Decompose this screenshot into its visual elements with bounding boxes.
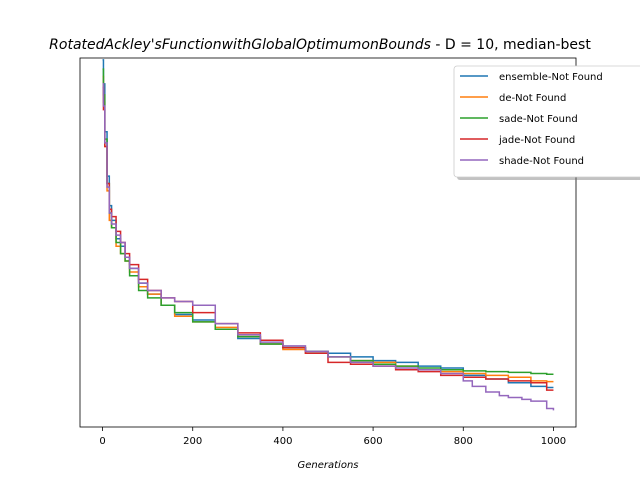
svg-text:RotatedAckley'sFunctionwithGlo: RotatedAckley'sFunctionwithGlobalOptimum… <box>49 37 591 53</box>
legend-label-4: shade-Not Found <box>499 156 584 167</box>
series-layer <box>102 59 555 411</box>
legend: ensemble-Not Found de-Not Found sade-Not F… <box>453 65 640 180</box>
x-tick-label-1: 200 <box>183 436 202 447</box>
chart-title-function: RotatedAckley'sFunctionwithGlobalOptimum… <box>49 37 431 53</box>
series-line-4 <box>102 83 555 411</box>
plot-frame <box>79 57 577 428</box>
x-tick-label-5: 1000 <box>541 436 566 447</box>
legend-label-1: de-Not Found <box>499 93 566 104</box>
legend-label-2: sade-Not Found <box>499 114 578 125</box>
series-line-2 <box>102 68 554 375</box>
chart-title: RotatedAckley'sFunctionwithGlobalOptimum… <box>49 37 591 53</box>
legend-label-0: ensemble-Not Found <box>499 72 603 83</box>
chart-title-params: - D = 10, median-best <box>431 37 591 53</box>
x-tick-label-3: 600 <box>364 436 383 447</box>
x-tick-label-0: 0 <box>99 436 105 447</box>
legend-label-3: jade-Not Found <box>498 135 575 146</box>
x-axis-label: Generations <box>298 460 359 471</box>
x-axis-ticks: 0 200 400 600 800 1000 <box>99 427 566 447</box>
x-tick-label-2: 400 <box>273 436 292 447</box>
x-tick-label-4: 800 <box>454 436 473 447</box>
legend-box <box>453 65 640 178</box>
